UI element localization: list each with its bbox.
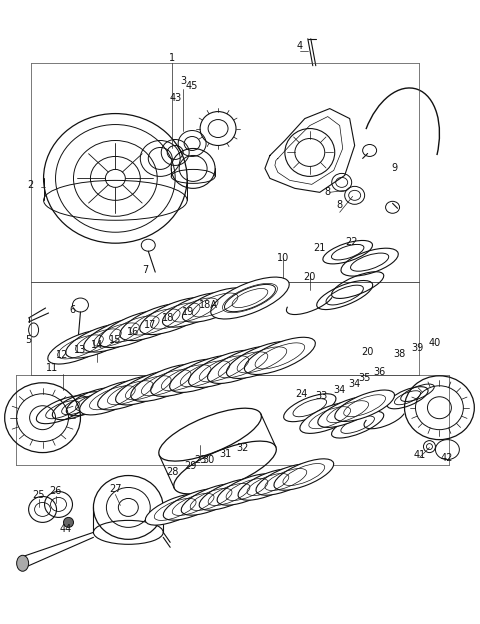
Ellipse shape bbox=[199, 479, 259, 510]
Text: 39: 39 bbox=[411, 343, 424, 353]
Ellipse shape bbox=[80, 381, 145, 415]
Text: 9: 9 bbox=[392, 163, 397, 173]
Text: 15: 15 bbox=[109, 335, 121, 345]
Text: 5: 5 bbox=[25, 335, 32, 345]
Ellipse shape bbox=[211, 277, 289, 319]
Text: 35: 35 bbox=[359, 373, 371, 383]
Text: 28: 28 bbox=[166, 467, 179, 477]
Text: 41: 41 bbox=[413, 449, 426, 460]
Text: 33: 33 bbox=[316, 391, 328, 401]
Text: 10: 10 bbox=[277, 253, 289, 263]
Ellipse shape bbox=[97, 376, 163, 410]
Text: 6: 6 bbox=[70, 305, 75, 315]
Text: 32: 32 bbox=[237, 442, 249, 452]
Text: 29: 29 bbox=[184, 461, 196, 470]
Text: 40: 40 bbox=[428, 338, 441, 348]
Ellipse shape bbox=[300, 402, 360, 434]
Ellipse shape bbox=[182, 288, 248, 322]
Ellipse shape bbox=[66, 324, 131, 358]
Text: 8: 8 bbox=[324, 187, 331, 197]
Ellipse shape bbox=[151, 359, 222, 396]
Ellipse shape bbox=[227, 341, 298, 379]
Text: 30: 30 bbox=[202, 454, 214, 465]
Ellipse shape bbox=[131, 364, 202, 401]
Ellipse shape bbox=[318, 396, 378, 427]
Text: 18: 18 bbox=[162, 313, 174, 323]
Ellipse shape bbox=[162, 293, 228, 327]
Ellipse shape bbox=[169, 355, 240, 392]
Ellipse shape bbox=[48, 329, 113, 364]
Ellipse shape bbox=[120, 303, 191, 341]
Ellipse shape bbox=[225, 285, 276, 311]
Ellipse shape bbox=[181, 484, 241, 515]
Text: 1: 1 bbox=[169, 53, 175, 63]
Ellipse shape bbox=[217, 474, 277, 505]
Text: 26: 26 bbox=[49, 487, 62, 497]
Text: 16: 16 bbox=[127, 327, 139, 337]
Text: 45: 45 bbox=[186, 80, 198, 90]
Ellipse shape bbox=[145, 494, 205, 525]
Ellipse shape bbox=[63, 517, 73, 527]
Text: 31: 31 bbox=[219, 449, 231, 459]
Ellipse shape bbox=[274, 459, 334, 490]
Text: 34: 34 bbox=[348, 379, 361, 389]
Ellipse shape bbox=[116, 371, 181, 405]
Text: 43: 43 bbox=[169, 92, 181, 102]
Ellipse shape bbox=[238, 469, 298, 500]
Ellipse shape bbox=[140, 298, 211, 334]
Ellipse shape bbox=[207, 346, 278, 383]
Ellipse shape bbox=[99, 310, 170, 348]
Text: 44: 44 bbox=[60, 524, 72, 534]
Text: 27: 27 bbox=[109, 484, 121, 494]
Text: 24: 24 bbox=[296, 389, 308, 399]
Text: 7: 7 bbox=[142, 265, 148, 275]
Ellipse shape bbox=[163, 489, 223, 520]
Text: 23: 23 bbox=[194, 454, 206, 465]
Text: 20: 20 bbox=[304, 272, 316, 282]
Text: 13: 13 bbox=[74, 345, 86, 355]
Text: 12: 12 bbox=[56, 350, 69, 360]
Text: 22: 22 bbox=[346, 237, 358, 247]
Text: 14: 14 bbox=[91, 340, 104, 350]
Text: 18A: 18A bbox=[199, 300, 217, 310]
Ellipse shape bbox=[335, 390, 395, 421]
Text: 19: 19 bbox=[182, 307, 194, 317]
Text: 17: 17 bbox=[144, 320, 156, 330]
Text: 11: 11 bbox=[47, 363, 59, 373]
Ellipse shape bbox=[189, 350, 260, 388]
Ellipse shape bbox=[256, 464, 316, 495]
Text: 3: 3 bbox=[180, 76, 186, 85]
Text: 36: 36 bbox=[373, 367, 386, 377]
Text: 21: 21 bbox=[313, 243, 326, 253]
Text: 38: 38 bbox=[394, 349, 406, 359]
Ellipse shape bbox=[244, 338, 315, 374]
Ellipse shape bbox=[17, 555, 29, 571]
Text: 20: 20 bbox=[361, 347, 374, 357]
Ellipse shape bbox=[84, 318, 149, 352]
Text: 4: 4 bbox=[297, 41, 303, 51]
Text: 8: 8 bbox=[336, 200, 343, 210]
Text: 2: 2 bbox=[27, 180, 34, 190]
Text: 34: 34 bbox=[334, 385, 346, 395]
Text: 25: 25 bbox=[32, 490, 45, 500]
Text: 42: 42 bbox=[440, 452, 453, 462]
